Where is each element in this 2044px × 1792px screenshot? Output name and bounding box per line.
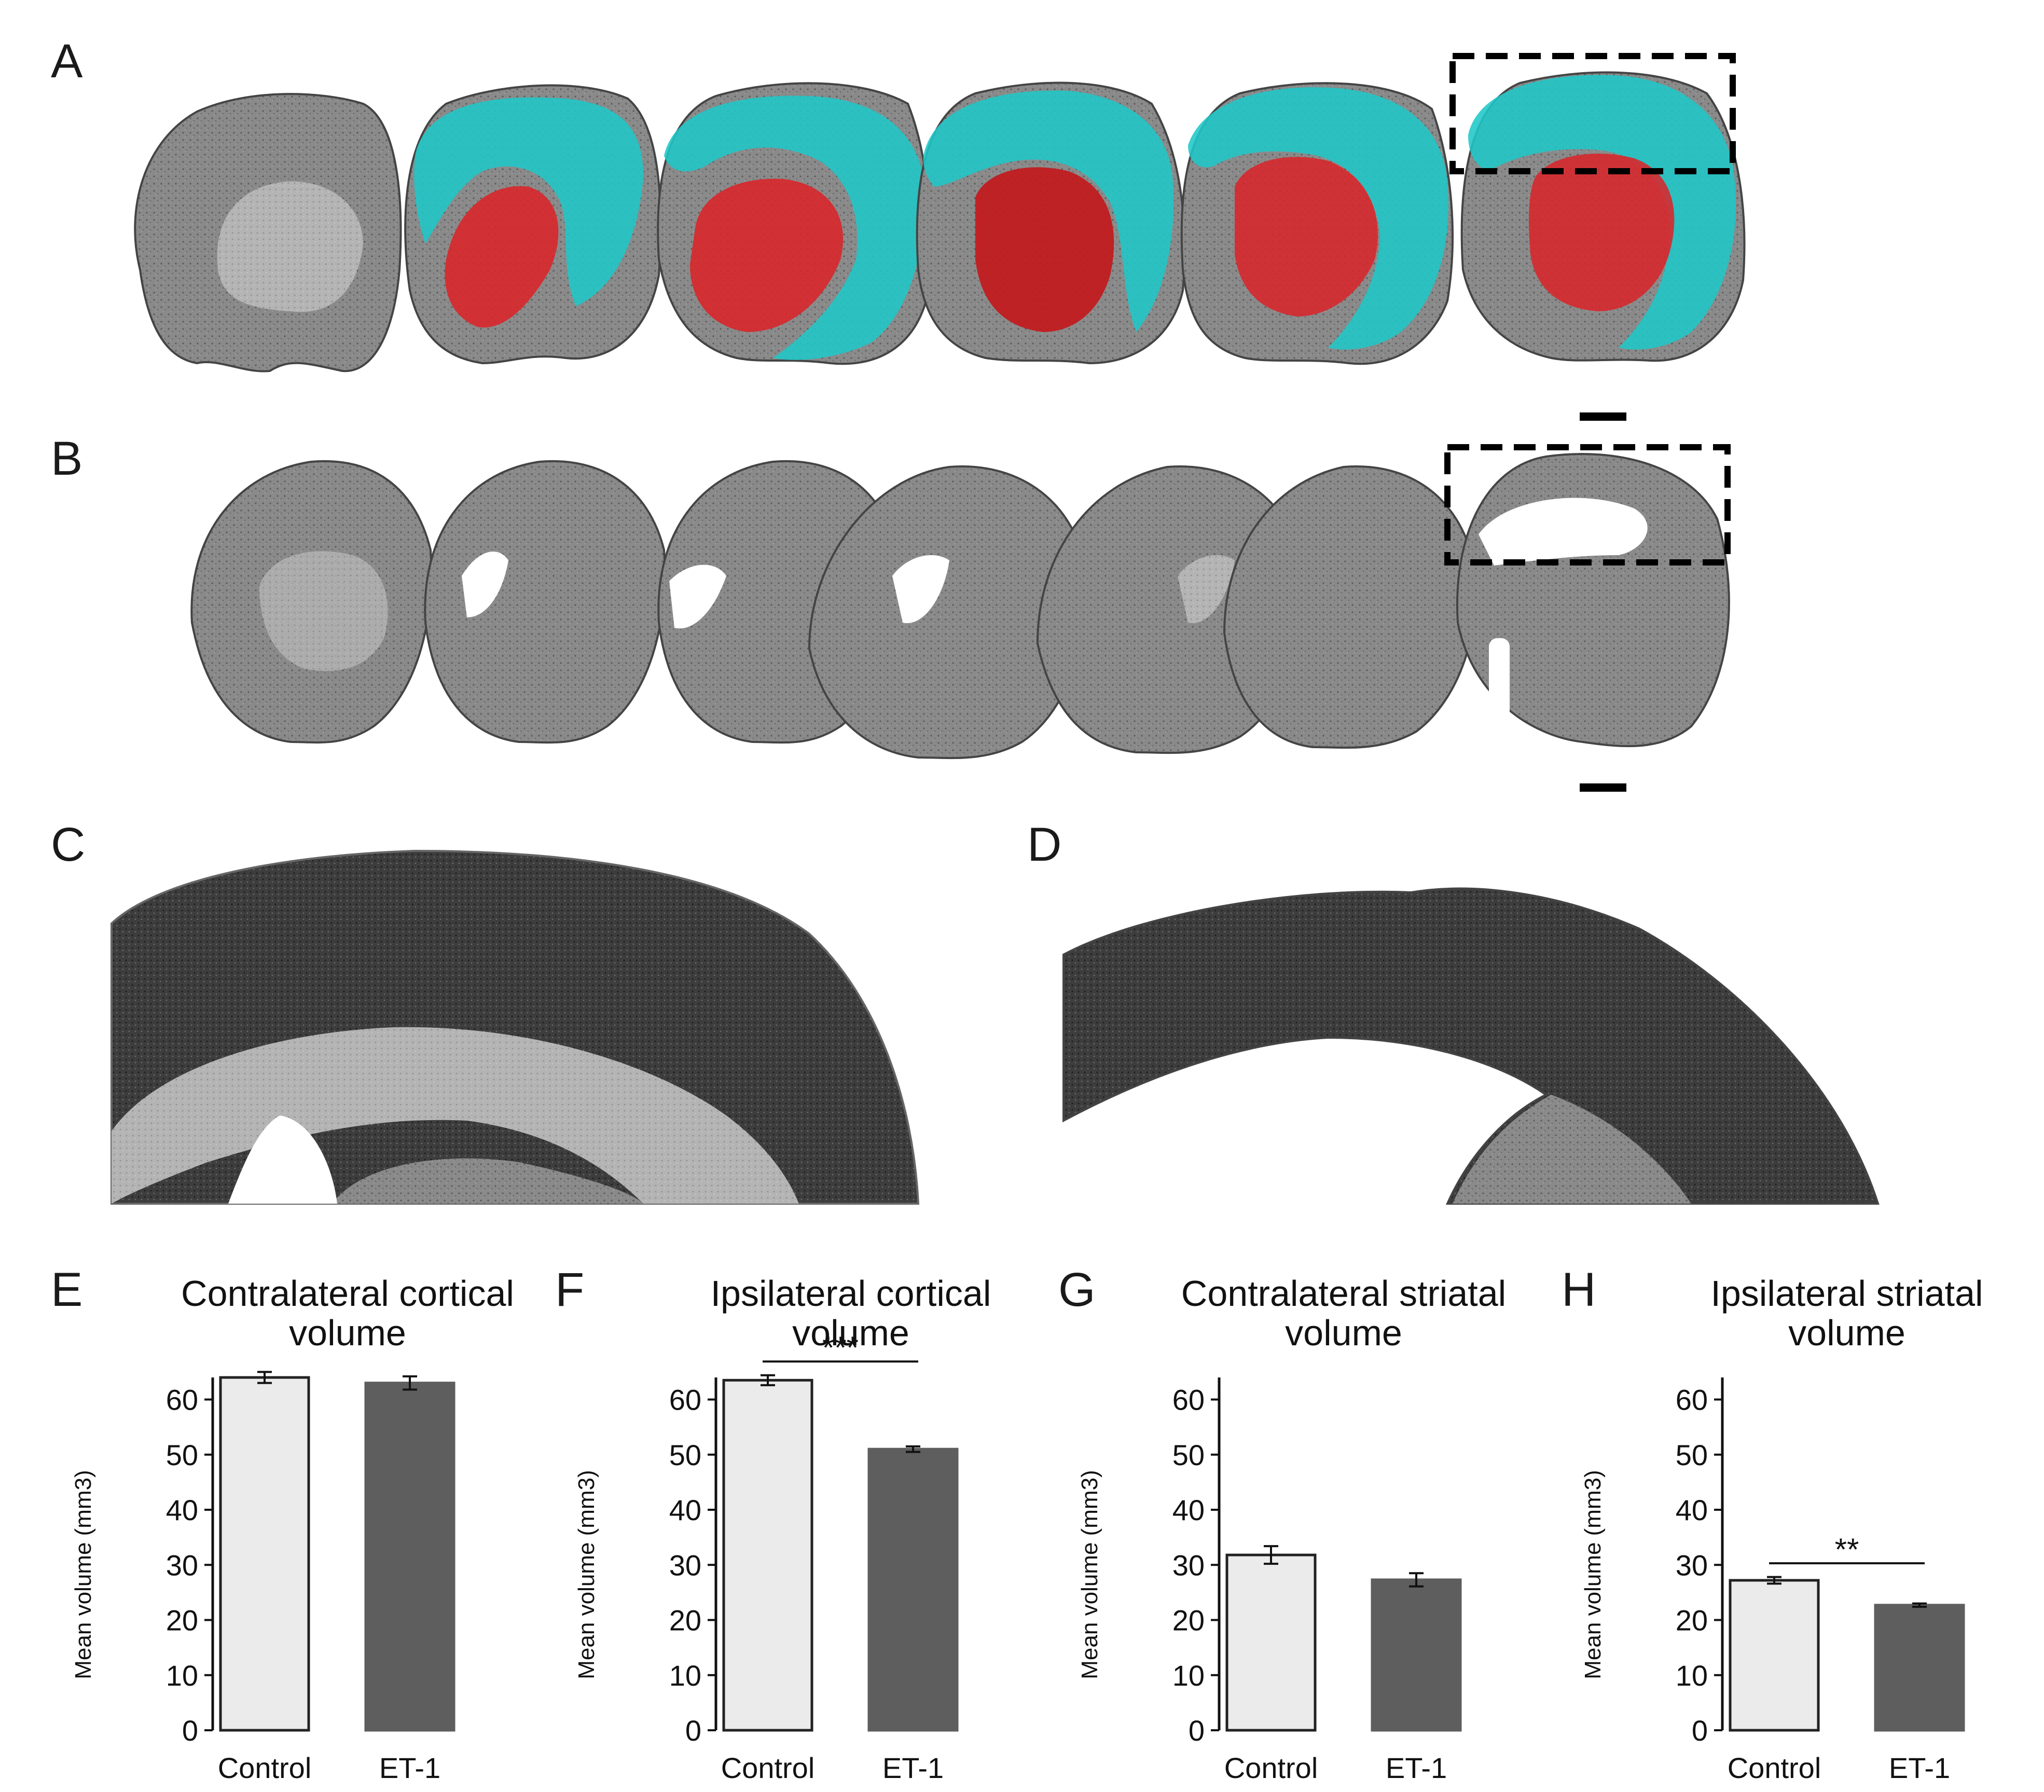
bar-control <box>1729 1579 1820 1732</box>
scale-bar-a <box>1580 412 1626 421</box>
x-tick-label: ET-1 <box>1386 1752 1447 1784</box>
y-tick-label: 30 <box>669 1549 701 1581</box>
panel-label-b: B <box>51 432 83 485</box>
y-tick-label: 10 <box>1172 1659 1205 1692</box>
y-tick-label: 50 <box>669 1439 701 1471</box>
panel-label-h: H <box>1562 1263 1596 1316</box>
chart-title-e: Contralateral cortical volume <box>181 1273 514 1353</box>
x-tick-label: ET-1 <box>1889 1752 1950 1784</box>
bar-et1 <box>867 1448 959 1732</box>
panel-c-micrograph <box>111 849 920 1205</box>
y-tick-label: 0 <box>1692 1714 1708 1747</box>
chart-title-f: Ipsilateral cortical volume <box>710 1273 991 1353</box>
y-tick-label: 30 <box>166 1549 198 1581</box>
panel-label-c: C <box>51 818 86 871</box>
section-a6 <box>1460 71 1746 362</box>
y-tick-label: 40 <box>166 1494 198 1526</box>
bar-et1 <box>1371 1578 1462 1732</box>
y-tick-label: 10 <box>1676 1659 1708 1692</box>
y-tick-label: 50 <box>166 1439 198 1471</box>
chart-f: 0 10 20 30 40 50 60 Mean volume (mm3) Control ET-… <box>574 1330 959 1784</box>
panel-b-sections <box>190 444 1731 792</box>
bar-et1 <box>1874 1604 1965 1732</box>
chart-e: 0 10 20 30 40 50 60 Mean volume (mm3) Control ET-… <box>71 1371 455 1784</box>
bar-control <box>722 1379 813 1732</box>
x-tick-label: Control <box>1728 1752 1821 1784</box>
section-a1 <box>134 93 402 373</box>
y-axis-label: Mean volume (mm3) <box>1580 1470 1606 1679</box>
y-tick-label: 60 <box>669 1384 701 1416</box>
section-b7 <box>1456 453 1730 748</box>
y-tick-label: 50 <box>1172 1439 1205 1471</box>
panel-label-f: F <box>555 1263 585 1316</box>
y-axis-label: Mean volume (mm3) <box>71 1470 96 1679</box>
y-tick-label: 60 <box>1676 1384 1708 1416</box>
y-tick-label: 40 <box>669 1494 701 1526</box>
chart-g: 0 10 20 30 40 50 60 Mean volume (mm3) Control ET-… <box>1077 1377 1462 1784</box>
y-tick-label: 50 <box>1676 1439 1708 1471</box>
chart-title-h: Ipsilateral striatal volume <box>1710 1273 1983 1353</box>
section-a4 <box>916 81 1186 365</box>
y-tick-label: 20 <box>166 1604 198 1637</box>
zoom-box-b <box>1444 444 1731 566</box>
x-tick-label: Control <box>218 1752 312 1784</box>
y-tick-label: 10 <box>669 1659 701 1692</box>
scale-bar-b <box>1580 783 1626 792</box>
y-tick-label: 0 <box>1189 1714 1205 1747</box>
section-a3 <box>657 82 932 365</box>
y-tick-label: 20 <box>1676 1604 1708 1637</box>
section-a2 <box>404 84 662 365</box>
bar-charts: 0 10 20 30 40 50 60 Mean volume (mm3) Control ET-… <box>71 1330 1965 1784</box>
panel-label-a: A <box>51 35 83 88</box>
y-tick-label: 30 <box>1172 1549 1205 1581</box>
zoom-box-a <box>1449 53 1736 174</box>
bar-et1 <box>364 1382 455 1732</box>
panel-label-d: D <box>1027 818 1062 871</box>
x-tick-label: ET-1 <box>379 1752 440 1784</box>
section-b2 <box>424 460 666 744</box>
x-tick-label: ET-1 <box>882 1752 944 1784</box>
y-tick-label: 40 <box>1676 1494 1708 1526</box>
bar-control <box>1225 1553 1317 1732</box>
y-tick-label: 10 <box>166 1659 198 1692</box>
y-tick-label: 0 <box>182 1714 198 1747</box>
y-tick-label: 60 <box>1172 1384 1205 1416</box>
section-b1 <box>190 460 433 744</box>
y-axis-label: Mean volume (mm3) <box>574 1470 599 1679</box>
panel-label-e: E <box>51 1263 83 1316</box>
y-tick-label: 60 <box>166 1384 198 1416</box>
y-tick-label: 40 <box>1172 1494 1205 1526</box>
chart-h: 0 10 20 30 40 50 60 Mean volume (mm3) Control ET-… <box>1580 1377 1965 1784</box>
panel-label-g: G <box>1058 1263 1096 1316</box>
section-a5 <box>1180 82 1454 365</box>
y-axis-label: Mean volume (mm3) <box>1077 1470 1102 1679</box>
x-tick-label: Control <box>721 1752 815 1784</box>
x-tick-label: Control <box>1224 1752 1318 1784</box>
significance-marker: *** <box>822 1330 859 1365</box>
y-tick-label: 20 <box>669 1604 701 1637</box>
significance-marker: ** <box>1835 1532 1859 1567</box>
y-tick-label: 30 <box>1676 1549 1708 1581</box>
panel-d-micrograph <box>1062 887 1880 1205</box>
chart-title-g: Contralateral striatal volume <box>1181 1273 1507 1353</box>
panel-a-sections <box>134 53 1746 421</box>
y-tick-label: 20 <box>1172 1604 1205 1637</box>
y-tick-label: 0 <box>685 1714 701 1747</box>
bar-control <box>219 1376 310 1732</box>
